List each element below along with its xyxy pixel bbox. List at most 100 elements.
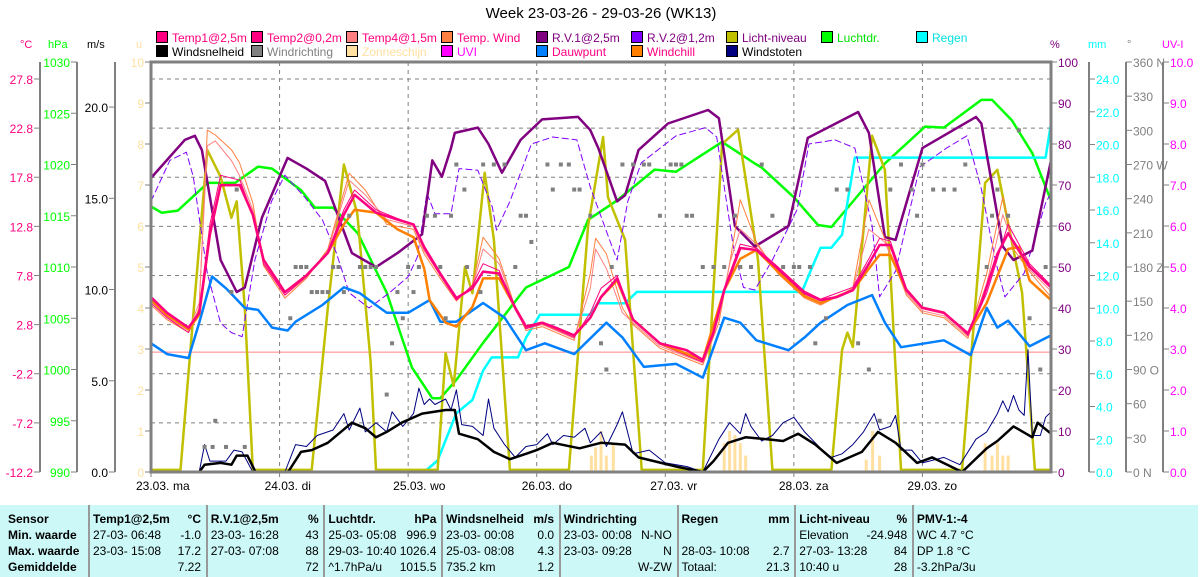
wind-direction-dot <box>363 265 368 269</box>
column-header: PMV-1:-4 <box>916 512 968 526</box>
x-tick-weekday: do <box>559 479 573 493</box>
x-tick-weekday: wo <box>429 479 446 493</box>
wind-direction-dot <box>684 213 689 218</box>
series-luchtdr- <box>150 98 1053 400</box>
sunshine-bar <box>744 455 748 472</box>
wind-direction-dot <box>749 265 753 269</box>
x-tick-weekday: vr <box>687 479 697 493</box>
wind-tick-label: 15.0 <box>85 192 109 206</box>
dir-axis-unit: ° <box>1127 39 1132 51</box>
wind-direction-dot <box>1043 265 1048 269</box>
wind-direction-dot <box>588 213 593 218</box>
x-tick-weekday: ma <box>173 479 190 493</box>
pct-tick-label: 30 <box>1058 343 1072 357</box>
legend-swatch <box>631 45 643 57</box>
stat-value: 72 <box>305 560 319 574</box>
wind-direction-dot <box>331 265 336 269</box>
sunshine-bar <box>594 447 598 472</box>
wind-direction-dot <box>1038 367 1043 372</box>
x-tick-date: 24.03. <box>265 479 298 493</box>
legend-label: Windstoten <box>742 45 803 59</box>
wind-direction-dot <box>963 162 968 167</box>
column-separator <box>558 505 561 577</box>
stat-time: ^1.7hPa/u <box>328 560 383 574</box>
wind-direction-dot <box>299 265 303 269</box>
stat-time: 25-03- 05:08 <box>328 528 397 542</box>
stat-time: -3.2hPa/3u <box>916 560 976 574</box>
x-tick-weekday: di <box>302 479 311 493</box>
rain-tick-label: 10.0 <box>1096 302 1120 316</box>
pressure-tick-label: 995 <box>50 415 70 429</box>
wind-direction-dot <box>807 265 812 269</box>
legend-item: Licht-niveau <box>726 31 807 45</box>
legend-swatch <box>251 31 263 43</box>
wind-tick-label: 0.0 <box>91 466 108 480</box>
legend-swatch <box>916 31 928 43</box>
legend-label: Temp. Wind <box>457 31 521 45</box>
legend-swatch <box>346 45 358 57</box>
pct-tick-label: 90 <box>1058 97 1072 111</box>
temp-tick-label: -12.2 <box>6 466 34 480</box>
pct-tick-label: 20 <box>1058 384 1072 398</box>
legend-label: Temp1@2,5m <box>172 31 247 45</box>
wind-direction-dot <box>781 265 786 269</box>
wind-direction-dot <box>679 162 684 167</box>
pct-tick-label: 40 <box>1058 302 1072 316</box>
wind-direction-dot <box>374 265 378 269</box>
sun-tick-label: 10 <box>131 56 145 70</box>
wind-direction-dot <box>995 187 1000 192</box>
rain-tick-label: 2.0 <box>1096 433 1113 447</box>
stat-time: 23-03- 15:08 <box>93 544 162 558</box>
sun-tick-label: 0 <box>137 466 144 480</box>
sun-tick-label: 3 <box>137 343 144 357</box>
pct-tick-label: 10 <box>1058 425 1072 439</box>
temp-tick-label: 12.8 <box>10 220 34 234</box>
wind-direction-dot <box>234 187 239 192</box>
x-tick-weekday: za <box>816 479 829 493</box>
wind-direction-dot <box>416 265 421 269</box>
dir-tick-label: 120 <box>1133 329 1153 343</box>
dir-tick-label: 240 <box>1133 193 1153 207</box>
dir-tick-label: 360 N <box>1133 56 1165 70</box>
legend-swatch <box>251 45 263 57</box>
stat-value: 17.2 <box>177 544 201 558</box>
wind-direction-dot <box>242 444 247 449</box>
sun-axis-unit: u <box>136 39 143 51</box>
sun-tick-label: 8 <box>137 138 144 152</box>
wind-direction-dot <box>797 265 802 269</box>
legend-label: Licht-niveau <box>742 31 807 45</box>
wind-direction-dot <box>941 187 946 192</box>
legend-item: Windrichting <box>251 45 333 59</box>
wind-direction-dot <box>288 316 293 321</box>
sun-tick-label: 9 <box>137 97 144 111</box>
legend-swatch <box>726 31 738 43</box>
legend-swatch <box>156 31 168 43</box>
wind-direction-dot <box>915 213 920 218</box>
uv-tick-label: 6.0 <box>1170 220 1187 234</box>
column-separator <box>911 505 914 577</box>
dir-tick-label: 210 <box>1133 227 1153 241</box>
wind-direction-dot <box>952 187 957 192</box>
stat-value: -1.0 <box>180 528 201 542</box>
chart-title: Week 23-03-26 - 29-03-26 (WK13) <box>485 5 717 22</box>
stat-value: W-ZW <box>638 560 672 574</box>
wind-direction-dot <box>599 341 603 346</box>
rain-tick-label: 0.0 <box>1096 466 1113 480</box>
stat-value: 2.7 <box>772 544 790 558</box>
column-header: Temp1@2,5m <box>93 512 170 526</box>
legend-swatch <box>441 31 453 43</box>
uv-tick-label: 4.0 <box>1170 302 1187 316</box>
wind-direction-dot <box>368 265 373 269</box>
legend-item: Windchill <box>631 45 695 59</box>
stat-value: N-NO <box>641 528 672 542</box>
dir-tick-label: 180 Z <box>1133 261 1164 275</box>
column-unit: % <box>308 512 319 526</box>
wind-direction-dot <box>309 290 314 295</box>
wind-direction-dot <box>357 265 362 269</box>
wind-direction-dot <box>229 290 234 295</box>
column-unit: mm <box>768 512 790 526</box>
wind-direction-dot <box>990 213 995 218</box>
legend-label: Windchill <box>647 45 696 59</box>
wind-direction-dot <box>550 187 555 192</box>
rain-tick-label: 6.0 <box>1096 368 1113 382</box>
